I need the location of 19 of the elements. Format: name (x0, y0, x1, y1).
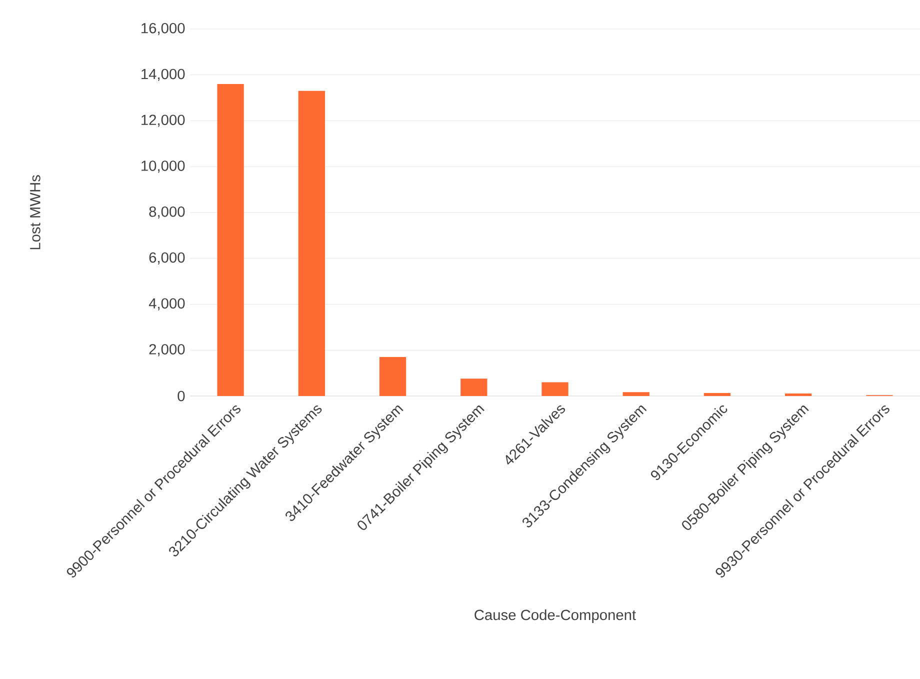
y-tick-label: 6,000 (149, 252, 185, 264)
y-tick-label: 8,000 (149, 206, 185, 219)
y-tick-label: 12,000 (142, 114, 185, 127)
bar (704, 393, 731, 396)
y-tick-label: 0 (178, 390, 185, 402)
bar (460, 378, 488, 396)
y-tick-label: 14,000 (142, 68, 185, 81)
x-axis-title: Cause Code-Component (474, 609, 636, 624)
bar (784, 393, 812, 396)
y-tick-label: 16,000 (142, 22, 185, 36)
bar (622, 392, 650, 396)
bar (298, 90, 326, 396)
y-tick-label: 2,000 (149, 344, 185, 356)
y-tick-label: 4,000 (148, 298, 185, 310)
bar (217, 84, 244, 396)
y-axis-title: Lost MWHs (30, 175, 40, 250)
bar (542, 382, 568, 396)
bar (379, 357, 406, 396)
y-tick-label: 10,000 (142, 160, 185, 173)
